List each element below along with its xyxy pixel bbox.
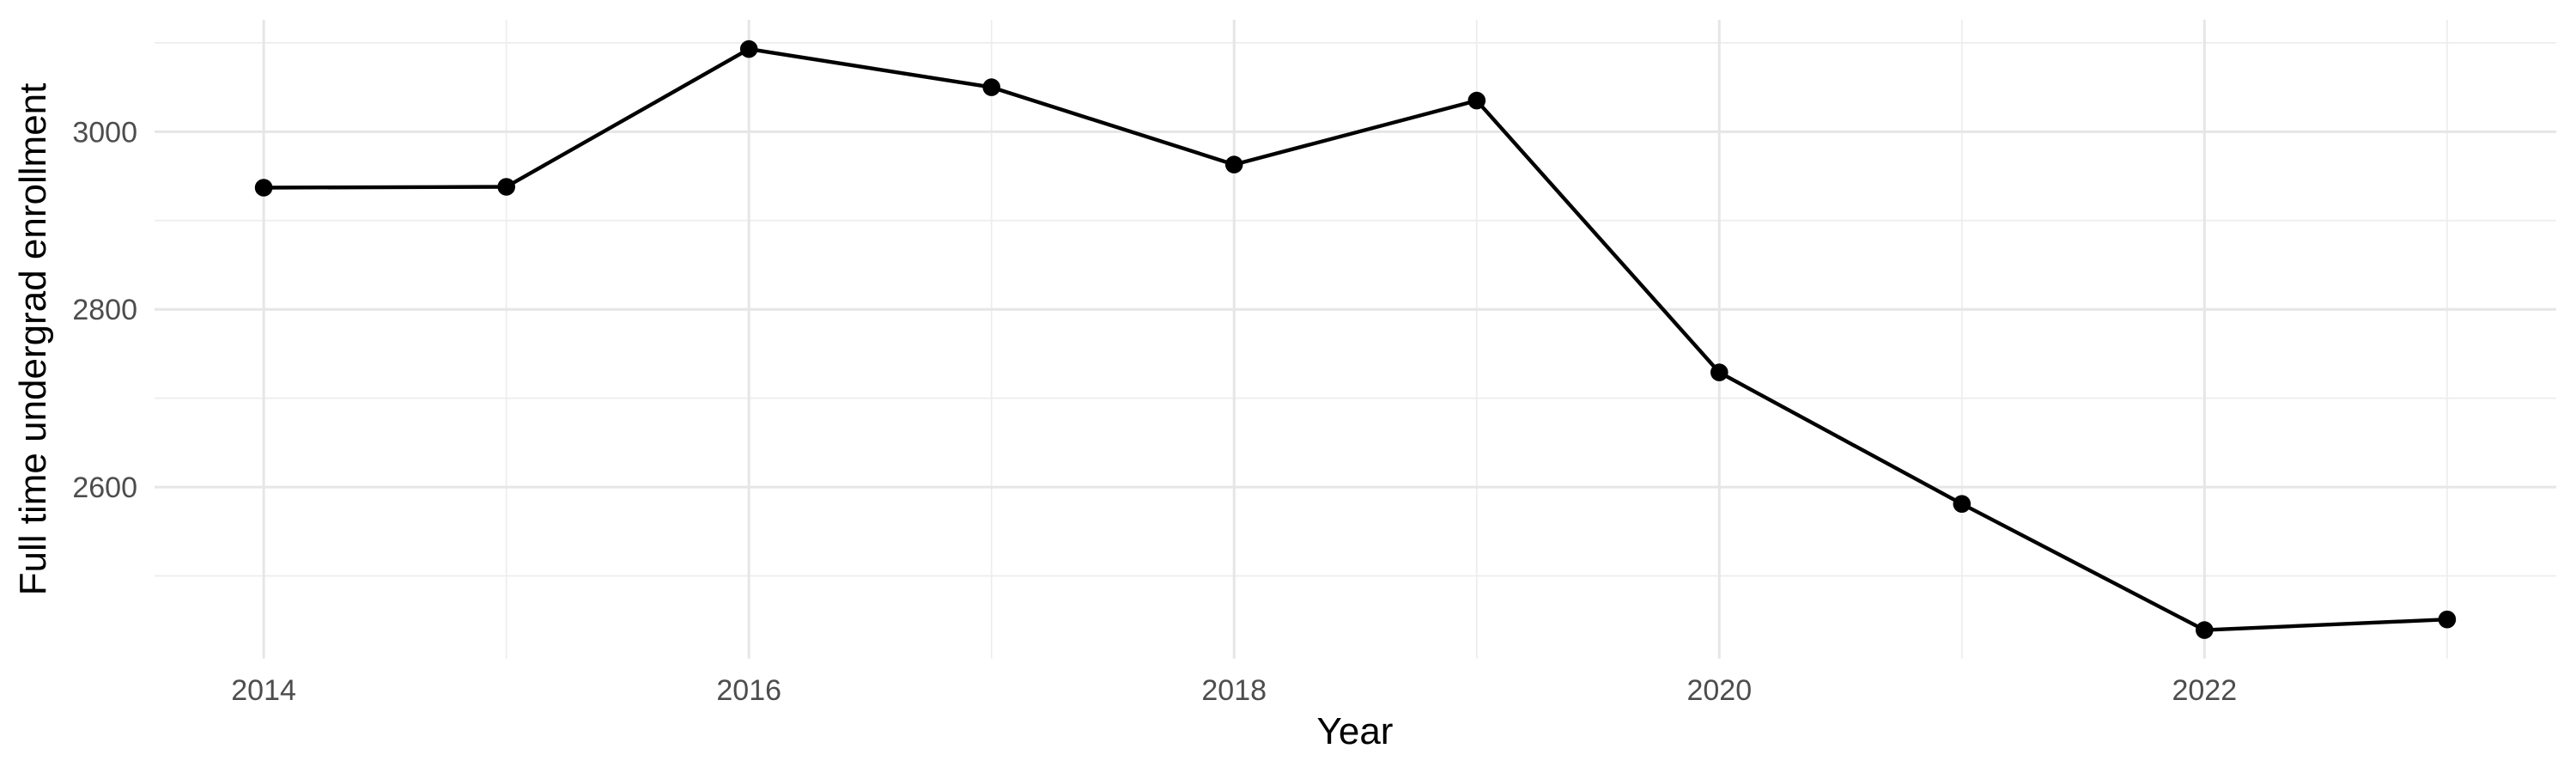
x-axis-tick-labels: 2014 2016 2018 2020 2022 [231, 674, 2237, 707]
x-tick-label: 2016 [716, 674, 781, 707]
grid-major-lines [155, 20, 2556, 659]
y-tick-label: 3000 [72, 116, 137, 149]
data-point [1953, 495, 1971, 513]
x-tick-label: 2018 [1201, 674, 1267, 707]
y-tick-label: 2800 [72, 294, 137, 326]
data-point [1467, 91, 1486, 110]
data-point [497, 178, 515, 196]
data-point [1224, 155, 1243, 173]
enrollment-line-series [264, 46, 2447, 632]
data-point [2438, 610, 2457, 629]
x-tick-label: 2022 [2172, 674, 2237, 707]
data-point [2196, 621, 2214, 639]
grid-minor-lines [155, 20, 2556, 659]
data-point [982, 78, 1000, 96]
x-tick-label: 2014 [231, 674, 296, 707]
data-point [1710, 363, 1728, 381]
y-axis-tick-labels: 2600 2800 3000 [72, 116, 137, 504]
enrollment-data-points [254, 40, 2457, 639]
x-tick-label: 2020 [1686, 674, 1752, 707]
x-axis-title: Year [1317, 710, 1394, 752]
data-point [254, 179, 273, 197]
y-axis-title: Full time undergrad enrollment [12, 83, 54, 596]
y-tick-label: 2600 [72, 472, 137, 504]
data-point [739, 40, 758, 58]
